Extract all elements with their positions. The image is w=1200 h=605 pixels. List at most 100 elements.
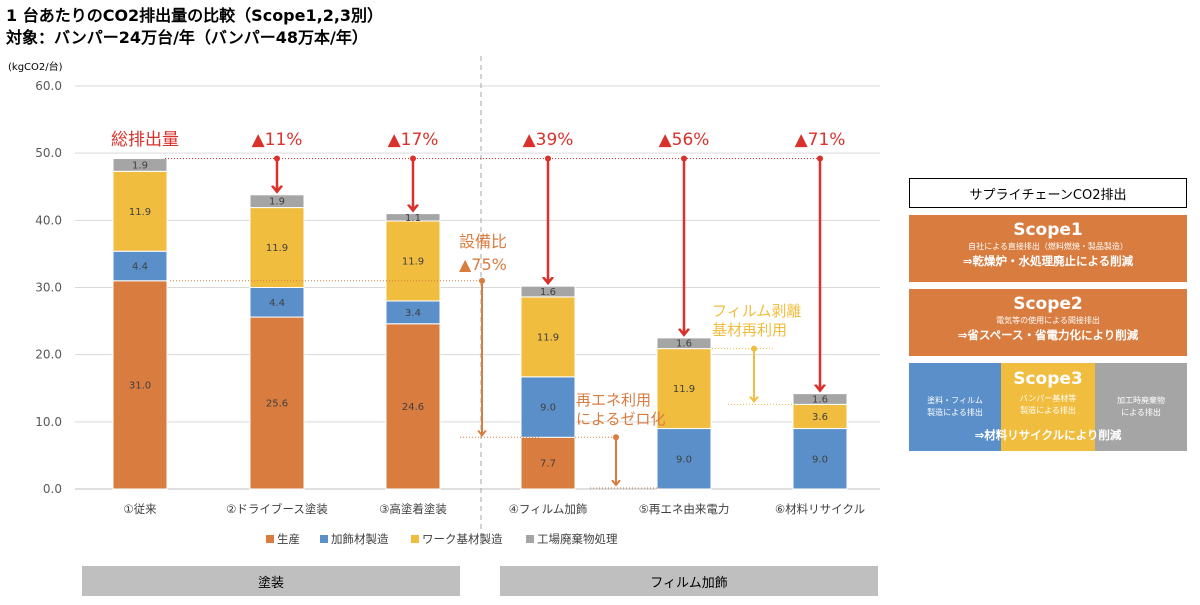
bar-segment bbox=[520, 296, 576, 378]
data-label: 9.0 bbox=[540, 403, 556, 414]
data-label: 11.9 bbox=[402, 256, 424, 267]
scope3-box: 塗料・フィルム 製造による排出 Scope3 バンパー基材等 製造による排出 加工時… bbox=[909, 363, 1187, 451]
annotations: 総排出量 ▲11% ▲17% ▲39% ▲56% ▲71% 設備比 ▲75% 再エネ利用によるゼ… bbox=[111, 130, 846, 489]
scope3-right-line2: による排出 bbox=[1121, 408, 1161, 417]
legend-label: ワーク基材製造 bbox=[422, 532, 503, 546]
bar-segment bbox=[385, 323, 441, 490]
data-label: 11.9 bbox=[129, 207, 151, 218]
chart-title: 1 台あたりのCO2排出量の比較（Scope1,2,3別） bbox=[6, 6, 384, 25]
y-tick-label: 60.0 bbox=[35, 79, 62, 93]
scope3-paint-film: 塗料・フィルム 製造による排出 bbox=[909, 363, 1001, 451]
y-tick-label: 20.0 bbox=[35, 348, 62, 362]
group-label-film-decoration: フィルム加飾 bbox=[500, 566, 878, 596]
reduction-label: ▲71% bbox=[795, 130, 846, 150]
stacked-bar-chart: 0.0 10.0 20.0 30.0 40.0 50.0 60.0 31.0 4.4 11.9 1… bbox=[35, 56, 880, 546]
bar-segment bbox=[385, 220, 441, 302]
reduction-label: ▲11% bbox=[252, 130, 303, 150]
bar-segment bbox=[385, 213, 441, 222]
scope3-waste: 加工時廃棄物 による排出 bbox=[1095, 363, 1187, 451]
x-tick-label: ④フィルム加飾 bbox=[509, 502, 588, 516]
x-tick-label: ②ドライブース塗装 bbox=[226, 502, 328, 516]
film-reuse-label: フィルム剥離 bbox=[712, 302, 801, 320]
data-label: 11.9 bbox=[537, 332, 559, 343]
bar-segment bbox=[656, 337, 712, 350]
legend-label: 生産 bbox=[277, 532, 300, 546]
equipment-ratio-label: 設備比 bbox=[459, 232, 507, 251]
legend-label: 工場廃棄物処理 bbox=[537, 532, 618, 546]
scope1-title: Scope1 bbox=[1013, 220, 1083, 240]
renewable-label-2: によるゼロ化 bbox=[576, 410, 666, 428]
y-axis-ticks: 0.0 10.0 20.0 30.0 40.0 50.0 60.0 bbox=[35, 79, 62, 496]
scope3-right-line1: 加工時廃棄物 bbox=[1117, 396, 1165, 405]
data-label: 3.6 bbox=[812, 412, 828, 423]
data-label: 9.0 bbox=[812, 454, 828, 465]
supply-chain-header: サプライチェーンCO2排出 bbox=[909, 178, 1187, 208]
bar-segment bbox=[520, 376, 576, 438]
x-tick-label: ⑥材料リサイクル bbox=[775, 502, 865, 516]
scope3-left-line1: 塗料・フィルム bbox=[927, 396, 983, 405]
data-label: 31.0 bbox=[129, 380, 151, 391]
legend-swatch bbox=[411, 535, 419, 543]
bar-segment bbox=[112, 158, 168, 172]
data-label: 4.4 bbox=[132, 262, 148, 273]
total-emission-label: 総排出量 bbox=[111, 130, 179, 150]
scope3-result: ⇒材料リサイクルにより削減 bbox=[974, 428, 1122, 442]
y-tick-label: 30.0 bbox=[35, 281, 62, 295]
scope3-mid-line2: 製造による排出 bbox=[1020, 406, 1076, 415]
bar-segment bbox=[792, 403, 848, 430]
equipment-ratio-value: ▲75% bbox=[459, 255, 507, 274]
scope2-description: 電気等の使用による間接排出 bbox=[996, 316, 1100, 325]
y-tick-label: 40.0 bbox=[35, 213, 62, 227]
x-tick-label: ⑤再エネ由来電力 bbox=[639, 502, 730, 516]
scope2-box: Scope2 電気等の使用による間接排出 ⇒省スペース・省電力化により削減 bbox=[909, 289, 1187, 356]
legend: 生産 加飾材製造 ワーク基材製造 工場廃棄物処理 bbox=[266, 532, 618, 546]
legend-label: 加飾材製造 bbox=[331, 532, 389, 546]
renewable-label: 再エネ利用 bbox=[576, 391, 651, 409]
bar-segment bbox=[656, 428, 712, 490]
legend-swatch bbox=[266, 535, 274, 543]
data-label: 1.6 bbox=[540, 287, 556, 298]
data-label: 1.6 bbox=[676, 339, 692, 350]
y-tick-label: 50.0 bbox=[35, 146, 62, 160]
data-label: 3.4 bbox=[405, 308, 421, 319]
y-axis-unit-label: (kgCO2/台) bbox=[8, 62, 63, 73]
bar-segment bbox=[520, 285, 576, 298]
scope3-title: Scope3 bbox=[1013, 369, 1083, 389]
reduction-label: ▲56% bbox=[659, 130, 710, 150]
scope1-description: 自社による直接排出（燃料燃焼・製品製造） bbox=[968, 242, 1128, 251]
chart-subtitle: 対象：バンパー24万台/年（バンパー48万本/年） bbox=[6, 28, 368, 47]
y-tick-label: 10.0 bbox=[35, 415, 62, 429]
data-label: 11.9 bbox=[673, 384, 695, 395]
data-label: 9.0 bbox=[676, 454, 692, 465]
bars: 31.0 4.4 11.9 1.9 25.6 4.4 11.9 1.9 24.6 3.4 11.9 1… bbox=[112, 158, 848, 490]
film-reuse-label-2: 基材再利用 bbox=[712, 321, 787, 339]
bar-segment bbox=[792, 428, 848, 490]
bar-segment bbox=[249, 287, 305, 318]
bar-segment bbox=[112, 280, 168, 490]
bar-segment bbox=[249, 194, 305, 209]
x-tick-label: ①従来 bbox=[123, 502, 157, 516]
data-label: 11.9 bbox=[266, 243, 288, 254]
legend-swatch bbox=[526, 535, 534, 543]
group-label-painting: 塗装 bbox=[82, 566, 460, 596]
gridlines bbox=[75, 56, 880, 545]
bar-segment bbox=[656, 348, 712, 430]
scope3-mid-line1: バンパー基材等 bbox=[1019, 394, 1077, 403]
data-label: 24.6 bbox=[402, 402, 424, 413]
data-label: 1.9 bbox=[269, 197, 285, 208]
reduction-label: ▲17% bbox=[388, 130, 439, 150]
bar-segment bbox=[112, 170, 168, 252]
bar-segment bbox=[249, 207, 305, 289]
bar-segment bbox=[249, 316, 305, 490]
scope1-box: Scope1 自社による直接排出（燃料燃焼・製品製造） ⇒乾燥炉・水処理廃止によ… bbox=[909, 215, 1187, 282]
data-label: 25.6 bbox=[266, 399, 288, 410]
data-label: 1.6 bbox=[812, 394, 828, 405]
bar-segment bbox=[792, 393, 848, 405]
scope2-title: Scope2 bbox=[1013, 294, 1083, 314]
y-tick-label: 0.0 bbox=[43, 482, 62, 496]
scope2-result: ⇒省スペース・省電力化により削減 bbox=[957, 328, 1139, 342]
scope3-left-line2: 製造による排出 bbox=[927, 408, 983, 417]
data-label: 4.4 bbox=[269, 298, 285, 309]
scope1-result: ⇒乾燥炉・水処理廃止による削減 bbox=[962, 254, 1134, 268]
data-label: 1.1 bbox=[405, 213, 421, 224]
